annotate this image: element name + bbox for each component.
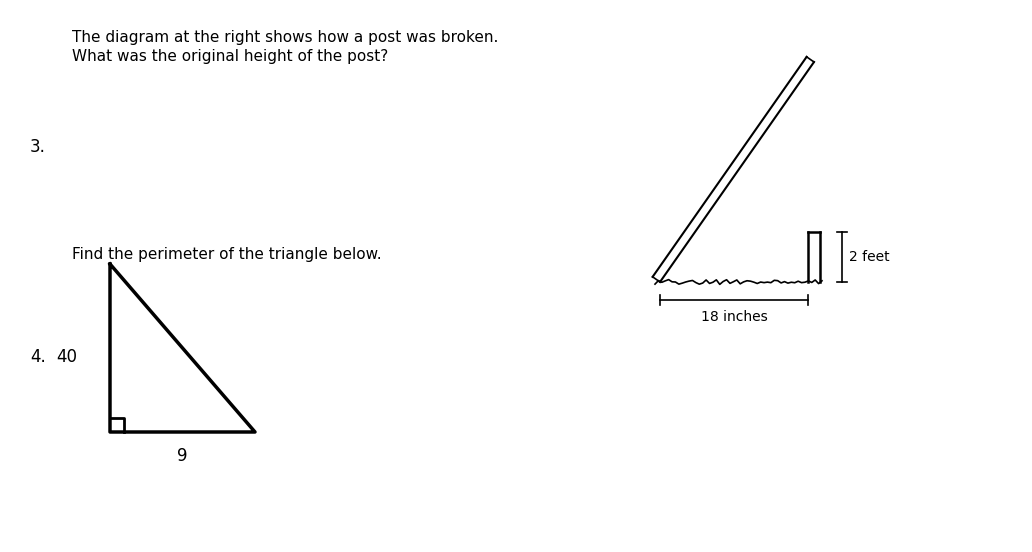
Text: 2 feet: 2 feet: [849, 250, 890, 264]
Text: The diagram at the right shows how a post was broken.: The diagram at the right shows how a pos…: [72, 30, 498, 45]
Text: 3.: 3.: [30, 138, 45, 156]
Text: Find the perimeter of the triangle below.: Find the perimeter of the triangle below…: [72, 247, 382, 262]
Text: 18 inches: 18 inches: [701, 310, 768, 324]
Text: What was the original height of the post?: What was the original height of the post…: [72, 49, 388, 64]
Text: 4.: 4.: [30, 348, 45, 366]
Text: 9: 9: [178, 447, 188, 465]
Text: 40: 40: [56, 348, 77, 366]
